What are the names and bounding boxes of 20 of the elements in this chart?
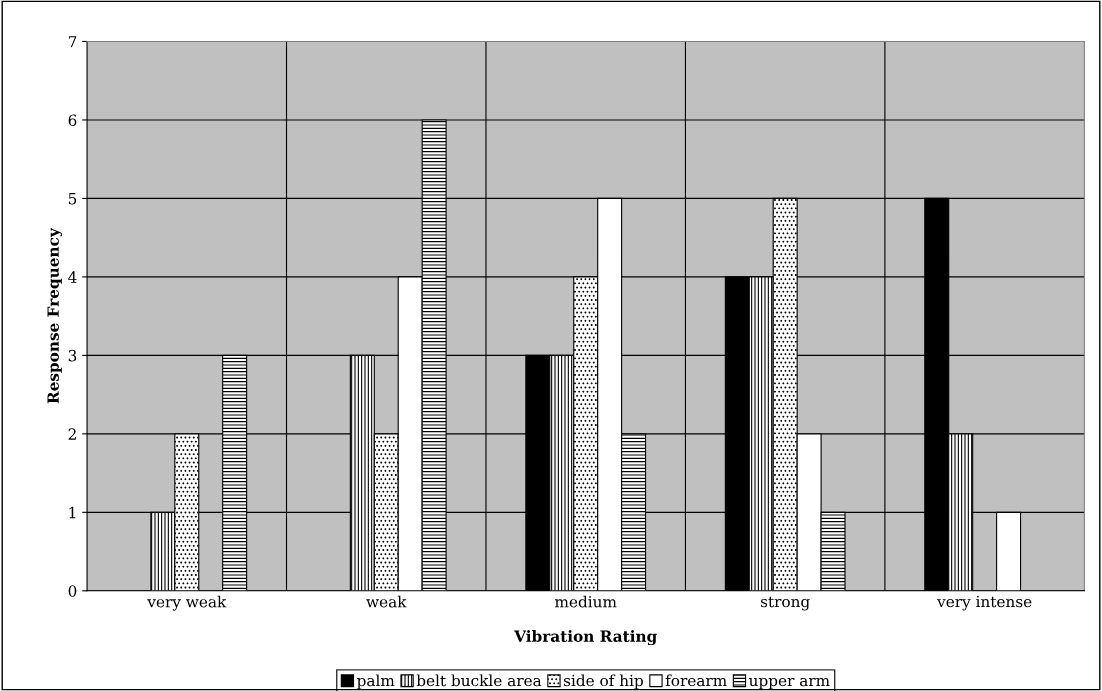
y-axis-title: Response Frequency: [47, 227, 63, 404]
y-tick-label: 0: [68, 585, 77, 597]
y-tick-label: 6: [68, 114, 77, 126]
legend-label: side of hip: [563, 674, 643, 690]
y-tick-label: 1: [69, 506, 76, 519]
y-tick-label: 7: [68, 36, 77, 48]
y-tick-label: 3: [68, 349, 77, 362]
x-tick-label: weak: [366, 595, 407, 608]
y-tick-label: 2: [68, 428, 76, 440]
x-tick-label: very intense: [937, 595, 1032, 611]
legend-label: forearm: [665, 674, 727, 687]
x-tick-label: strong: [760, 596, 810, 611]
y-tick-label: 4: [68, 271, 77, 283]
y-tick-label: 5: [68, 193, 77, 205]
x-axis-title: Vibration Rating: [514, 630, 657, 646]
legend-label: palm: [357, 674, 395, 690]
x-tick-label: medium: [555, 595, 617, 608]
legend-label: upper arm: [749, 677, 830, 690]
legend-label: belt buckle area: [416, 674, 542, 687]
x-tick-label: very weak: [147, 595, 227, 611]
